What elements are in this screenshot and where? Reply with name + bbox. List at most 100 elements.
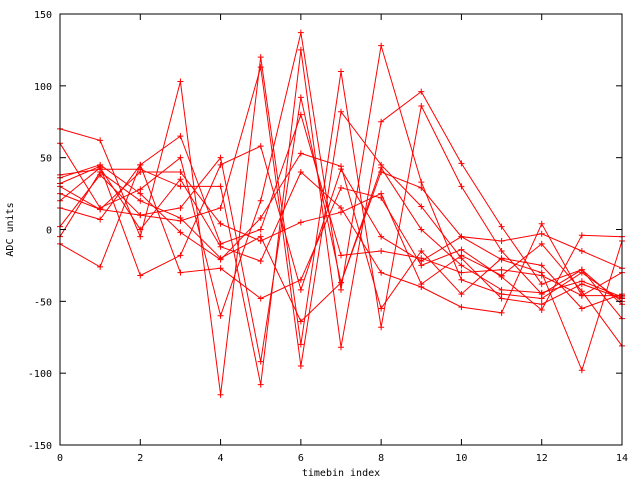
data-point (297, 318, 304, 325)
data-point (257, 64, 264, 71)
data-point (538, 301, 545, 308)
data-point (97, 206, 104, 213)
data-point (378, 305, 385, 312)
y-axis-label: ADC units (5, 202, 16, 256)
data-point (137, 272, 144, 279)
data-point (217, 161, 224, 168)
data-point (297, 362, 304, 369)
data-point (458, 252, 465, 259)
data-point (418, 179, 425, 186)
data-point (338, 184, 344, 191)
data-point (338, 108, 344, 115)
data-point (578, 367, 585, 374)
data-point (297, 286, 304, 293)
data-point (97, 137, 104, 144)
data-point (338, 163, 344, 170)
data-point (217, 255, 224, 262)
data-point (418, 88, 425, 95)
data-point (458, 291, 465, 298)
data-point (217, 154, 224, 161)
data-point (378, 190, 385, 197)
data-point (97, 169, 104, 176)
data-point (137, 233, 144, 240)
data-point (418, 262, 425, 269)
data-point (538, 306, 545, 313)
data-point (217, 265, 224, 272)
x-tick-label: 4 (218, 453, 224, 464)
x-tick-label: 10 (455, 453, 467, 464)
series-layer (57, 29, 625, 398)
data-point (257, 258, 264, 265)
data-point (177, 269, 184, 276)
x-tick-label: 14 (616, 453, 628, 464)
series-10 (57, 111, 625, 299)
data-point (257, 233, 264, 240)
data-point (297, 341, 304, 348)
x-tick-label: 0 (57, 453, 63, 464)
data-point (137, 190, 144, 197)
data-point (257, 143, 264, 150)
data-point (538, 240, 545, 247)
data-point (217, 220, 224, 227)
data-point (458, 304, 465, 311)
data-point (297, 111, 304, 118)
data-point (177, 183, 184, 190)
data-point (498, 223, 505, 230)
data-point (538, 295, 545, 302)
y-tick-label: 0 (46, 226, 52, 237)
data-point (338, 209, 344, 216)
data-point (137, 226, 144, 233)
data-point (538, 281, 545, 288)
data-point (378, 118, 385, 125)
data-point (418, 226, 425, 233)
y-tick-label: 50 (40, 154, 52, 165)
data-point (538, 220, 545, 227)
data-point (498, 272, 505, 279)
data-point (578, 278, 585, 285)
x-axis-label: timebin index (302, 468, 380, 479)
data-point (418, 102, 425, 109)
data-point (498, 286, 505, 293)
data-point (538, 262, 545, 269)
data-point (378, 324, 385, 331)
data-point (217, 312, 224, 319)
data-point (257, 358, 264, 365)
data-point (338, 344, 344, 351)
data-point (177, 133, 184, 140)
data-point (297, 94, 304, 101)
data-point (378, 248, 385, 255)
data-point (338, 252, 344, 259)
data-point (257, 215, 264, 222)
data-point (498, 295, 505, 302)
data-point (177, 176, 184, 183)
data-point (418, 255, 425, 262)
data-point (297, 29, 304, 36)
data-point (458, 276, 465, 283)
data-point (177, 229, 184, 236)
data-point (177, 252, 184, 259)
data-point (418, 203, 425, 210)
data-point (458, 233, 465, 240)
data-point (137, 169, 144, 176)
data-point (177, 78, 184, 85)
data-point (378, 42, 385, 49)
data-point (177, 154, 184, 161)
data-point (217, 204, 224, 211)
series-3 (57, 46, 625, 388)
data-point (538, 230, 545, 237)
data-point (297, 46, 304, 53)
x-tick-label: 2 (137, 453, 143, 464)
data-point (297, 169, 304, 176)
data-point (458, 160, 465, 167)
data-point (257, 197, 264, 204)
data-point (257, 54, 264, 61)
data-point (498, 237, 505, 244)
data-point (137, 197, 144, 204)
x-tick-label: 12 (536, 453, 548, 464)
data-point (177, 169, 184, 176)
data-point (338, 279, 344, 286)
y-tick-label: 150 (34, 10, 52, 21)
x-tick-label: 8 (378, 453, 384, 464)
